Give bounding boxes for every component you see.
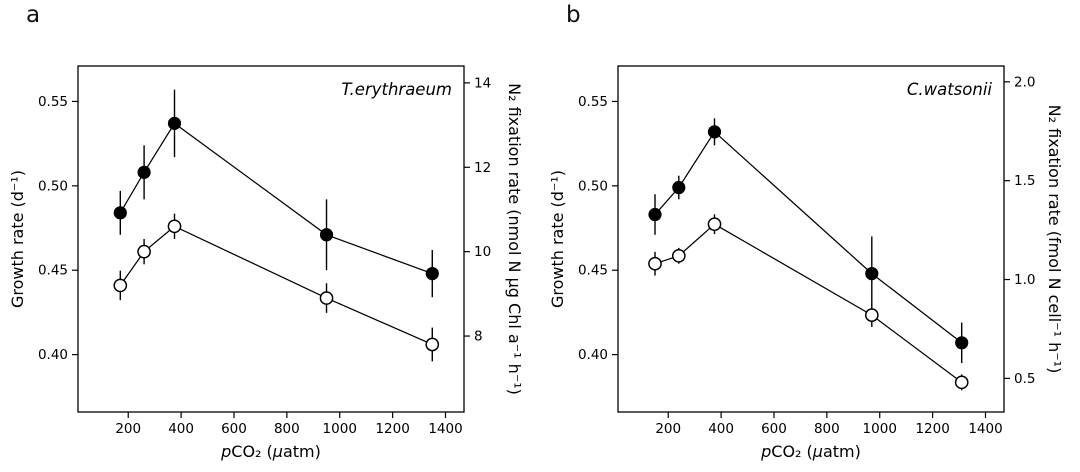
x-tick-label: 800 (274, 421, 300, 437)
n2-fixation-rate-point (319, 291, 334, 305)
x-axis-label: pCO₂ (µatm) (760, 442, 861, 461)
n2-fixation-rate-point (707, 217, 722, 232)
y-right-tick-label: 0.5 (1014, 371, 1035, 387)
y-left-tick-label: 0.55 (578, 94, 608, 110)
x-tick-label: 200 (655, 421, 681, 437)
y-right-tick-label: 14 (474, 75, 491, 91)
growth-rate-line (654, 130, 963, 344)
n2-fixation-rate-point (137, 244, 151, 259)
y-right-tick-label: 1.5 (1014, 173, 1035, 189)
n2-fixation-rate-point (648, 256, 662, 271)
species-label: T.erythraeum (341, 80, 452, 99)
x-tick-label: 400 (168, 421, 194, 437)
x-axis-label: pCO₂ (µatm) (220, 442, 321, 461)
panel-a: a 200 400 600 800 1000 1200 1400 0.40 0.45 0.50 0.… (8, 2, 524, 461)
y-left-tick-label: 0.40 (38, 347, 68, 363)
y-right-tick-label: 2.0 (1014, 74, 1035, 90)
n2-fixation-rate-line (119, 225, 433, 346)
y-right-tick-label: 12 (474, 160, 491, 176)
growth-rate-point (113, 206, 127, 220)
panel-letter-a: a (26, 2, 41, 28)
n2-fixation-rate-point (167, 219, 182, 234)
y-axis-label-left: Growth rate (d⁻¹) (8, 170, 27, 308)
growth-rate-line (119, 122, 433, 275)
y-left-tick-label: 0.45 (38, 263, 68, 279)
chart-b: 200 400 600 800 1000 1200 1400 0.40 0.45 0.50 0.55… (548, 65, 1064, 461)
n2-fixation-rate-point (864, 308, 879, 322)
y-right-tick-label: 8 (474, 329, 483, 345)
y-axis-label-right: N₂ fixation rate (fmol N cell⁻¹ h⁻¹) (1045, 105, 1064, 374)
y-right-tick-label: 1.0 (1014, 272, 1035, 288)
x-tick-label: 1200 (915, 421, 949, 437)
y-left-tick-label: 0.40 (578, 347, 608, 363)
growth-rate-point (167, 116, 182, 130)
x-tick-label: 1000 (323, 421, 357, 437)
x-tick-label: 600 (761, 421, 787, 437)
n2-fixation-rate-point (954, 375, 969, 390)
y-axis-label-right: N₂ fixation rate (nmol N µg Chl a⁻¹ h⁻¹) (505, 83, 524, 395)
y-right-tick-label: 10 (474, 244, 491, 260)
y-left-tick-label: 0.50 (578, 178, 608, 194)
growth-rate-point (319, 228, 334, 242)
n2-fixation-rate-point (671, 248, 686, 263)
plot-frame (77, 65, 465, 413)
n2-fixation-rate-point (425, 337, 440, 352)
y-left-tick-label: 0.55 (38, 94, 68, 110)
y-left-tick-label: 0.45 (578, 263, 608, 279)
chart-a: 200 400 600 800 1000 1200 1400 0.40 0.45 0.50 0.55… (8, 65, 524, 461)
x-tick-label: 200 (115, 421, 141, 437)
x-tick-label: 1400 (968, 421, 1002, 437)
plot-frame (617, 65, 1005, 413)
y-left-tick-label: 0.50 (38, 178, 68, 194)
x-tick-label: 800 (814, 421, 840, 437)
x-tick-label: 1400 (428, 421, 462, 437)
growth-rate-point (425, 267, 439, 281)
x-tick-label: 1200 (375, 421, 409, 437)
panel-b: b 200 400 600 800 1000 1200 1400 0.40 0.45 0.50 0.… (540, 0, 1080, 472)
n2-fixation-rate-line (654, 223, 963, 383)
x-tick-label: 400 (708, 421, 734, 437)
growth-rate-point (865, 267, 879, 281)
species-label: C.watsonii (907, 80, 993, 99)
growth-rate-point (137, 165, 151, 179)
y-axis-label-left: Growth rate (d⁻¹) (548, 170, 567, 308)
n2-fixation-rate-point (113, 278, 128, 293)
x-tick-label: 600 (221, 421, 247, 437)
growth-rate-point (707, 125, 722, 139)
growth-rate-point (672, 180, 686, 195)
growth-rate-point (955, 336, 969, 350)
growth-rate-point (648, 207, 662, 222)
x-tick-label: 1000 (863, 421, 897, 437)
panel-letter-b: b (566, 2, 581, 28)
